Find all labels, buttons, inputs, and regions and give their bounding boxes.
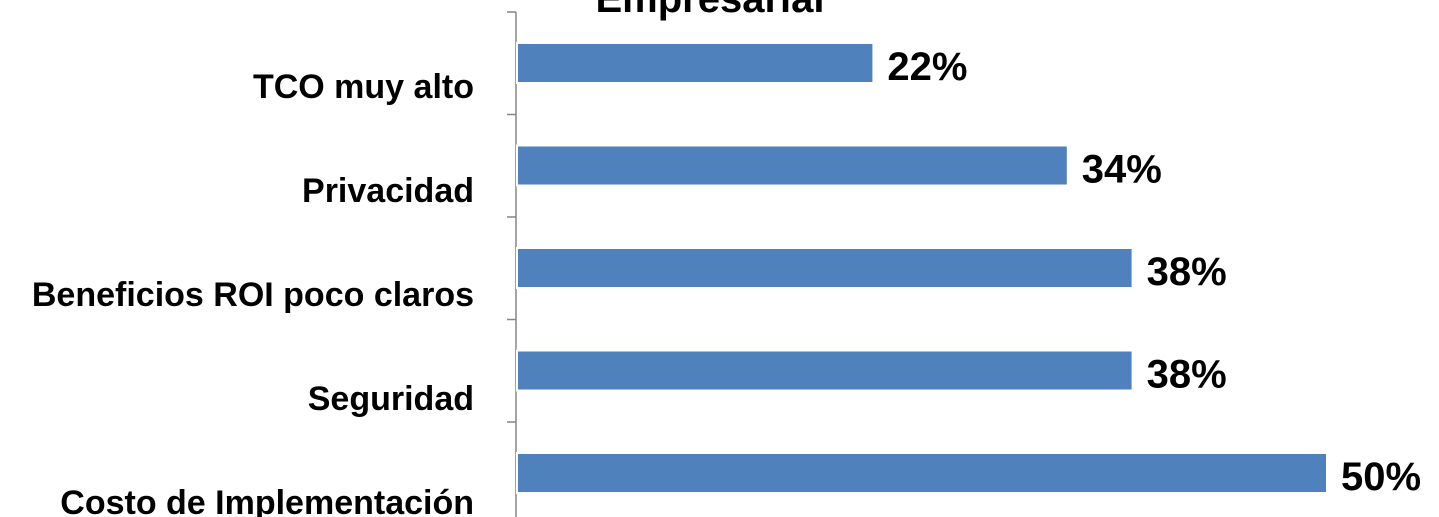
data-labels: 22% 34% 38% 38% 50%: [887, 45, 1421, 499]
category-label: Costo de Implementación: [60, 484, 474, 517]
category-label: Beneficios ROI poco claros: [32, 276, 474, 314]
category-label: Seguridad: [308, 380, 474, 418]
bar-0: [516, 42, 875, 84]
bar-3: [516, 349, 1134, 392]
category-label: TCO muy alto: [253, 68, 474, 106]
data-label: 22%: [887, 45, 967, 89]
category-label: Privacidad: [302, 172, 474, 210]
data-label: 34%: [1082, 148, 1162, 192]
bar-4: [516, 452, 1328, 494]
bar-1: [516, 144, 1069, 187]
data-label: 38%: [1147, 250, 1227, 294]
bars: [516, 42, 1328, 494]
category-labels: TCO muy alto Privacidad Beneficios ROI poc…: [32, 68, 474, 517]
category-axis: [507, 11, 517, 517]
data-label: 38%: [1147, 353, 1227, 397]
chart-title: Empresarial: [595, 0, 824, 21]
bar-2: [516, 247, 1134, 289]
data-label: 50%: [1341, 455, 1421, 499]
